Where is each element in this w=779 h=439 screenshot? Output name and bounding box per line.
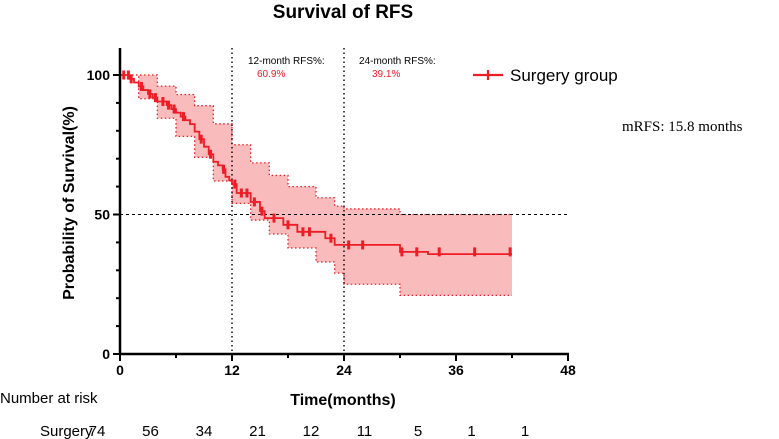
legend-label: Surgery group [510,66,618,85]
survival-curve-group [120,70,512,257]
annotation-24m-label: 24-month RFS%: [359,56,436,67]
survival-curve [120,74,512,256]
y-tick-label: 50 [94,207,110,223]
ci-lower-bound [120,74,512,297]
risk-row-label: Surgery [40,423,93,439]
risk-value: 34 [196,423,213,439]
x-tick-label: 24 [336,362,352,378]
x-axis-label: Time(months) [290,392,395,409]
risk-value: 21 [249,423,266,439]
x-tick-label: 0 [116,362,124,378]
annotation-24m-value: 39.1% [372,69,400,80]
risk-value: 1 [521,423,529,439]
annotation-12m-value: 60.9% [257,69,285,80]
chart-title: Survival of RFS [273,2,413,23]
risk-value: 12 [303,423,320,439]
ci-upper-bound [120,74,512,216]
median-annotation: mRFS: 15.8 months [622,119,743,135]
x-tick-label: 36 [448,362,464,378]
x-tick-label: 48 [560,362,576,378]
x-tick-label: 12 [224,362,240,378]
reference-lines [120,48,568,354]
annotation-12m-label: 12-month RFS%: [248,56,325,67]
risk-value: 1 [467,423,475,439]
y-tick-label: 100 [87,67,111,83]
confidence-band [120,74,512,297]
risk-value: 11 [357,423,373,439]
risk-value: 74 [89,423,106,439]
risk-values: 74 56 34 21 12 11 5 1 1 [89,423,530,439]
axes: 0 50 100 0 12 24 36 48 [87,48,576,378]
risk-value: 5 [414,423,422,439]
risk-value: 56 [142,423,159,439]
y-tick-label: 0 [102,346,110,362]
ci-band-fill [120,75,512,296]
y-axis-label: Probability of Survival(%) [61,106,78,300]
risk-table-title: Number at risk [0,390,98,407]
